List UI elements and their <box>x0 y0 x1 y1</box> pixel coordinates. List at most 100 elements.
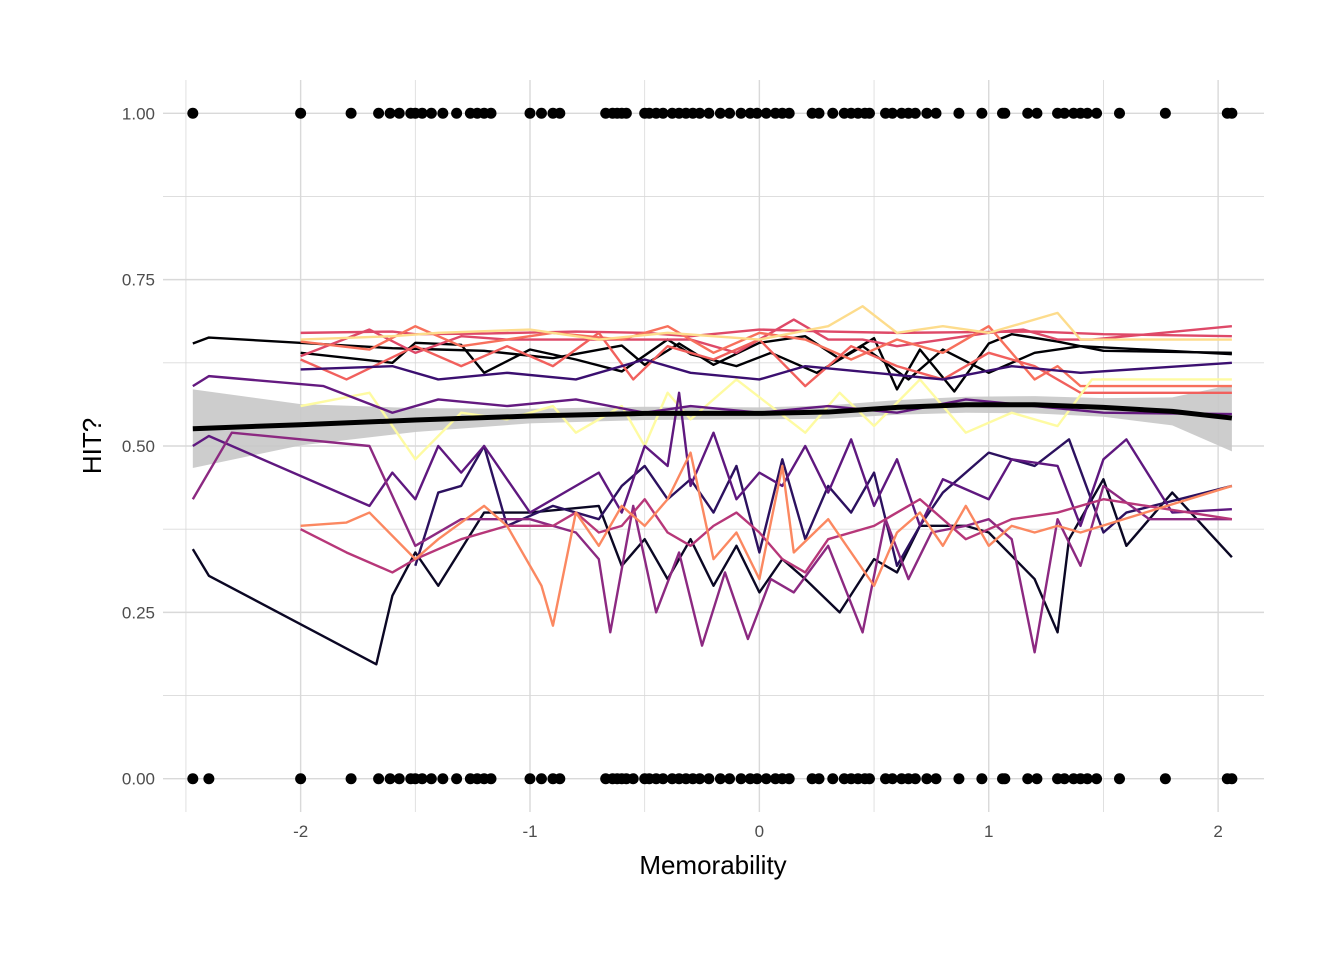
point-miss <box>554 773 566 785</box>
point-miss <box>751 773 763 785</box>
point-hit <box>909 107 921 119</box>
point-miss <box>657 773 669 785</box>
point-miss <box>373 773 385 785</box>
point-miss <box>1091 773 1103 785</box>
x-tick-label: 2 <box>1213 822 1222 841</box>
point-miss <box>627 773 639 785</box>
y-tick-label: 0.75 <box>122 271 155 290</box>
point-hit <box>295 107 307 119</box>
series-line-13 <box>192 391 1232 528</box>
series-line-15 <box>300 498 1233 574</box>
point-hit <box>827 107 839 119</box>
series-line-16 <box>300 451 1233 627</box>
point-hit <box>451 107 463 119</box>
point-hit <box>1226 107 1238 119</box>
point-hit <box>393 107 405 119</box>
point-hit <box>921 107 933 119</box>
point-hit <box>724 107 736 119</box>
point-hit <box>930 107 942 119</box>
series-line-9 <box>300 358 1232 381</box>
series-lines <box>191 305 1233 666</box>
point-miss <box>694 773 706 785</box>
point-hit <box>657 107 669 119</box>
point-hit <box>485 107 497 119</box>
point-hit <box>703 107 715 119</box>
point-hit <box>886 107 898 119</box>
point-hit <box>760 107 772 119</box>
y-tick-label: 0.50 <box>122 437 155 456</box>
point-hit <box>1159 107 1171 119</box>
point-hit <box>813 107 825 119</box>
point-miss <box>1226 773 1238 785</box>
point-miss <box>921 773 933 785</box>
point-hit <box>437 107 449 119</box>
point-hit <box>976 107 988 119</box>
series-line-6 <box>300 331 1232 394</box>
point-miss <box>187 773 199 785</box>
point-hit <box>425 107 437 119</box>
series-line-11 <box>191 478 1233 666</box>
point-hit <box>1081 107 1093 119</box>
series-line-5 <box>300 325 1232 388</box>
point-miss <box>1081 773 1093 785</box>
point-miss <box>451 773 463 785</box>
point-hit <box>1022 107 1034 119</box>
x-tick-label: -1 <box>522 822 537 841</box>
point-miss <box>714 773 726 785</box>
point-miss <box>703 773 715 785</box>
point-miss <box>760 773 772 785</box>
y-tick-label: 0.25 <box>122 603 155 622</box>
point-hit <box>953 107 965 119</box>
point-miss <box>735 773 747 785</box>
point-hit <box>373 107 385 119</box>
point-hit <box>783 107 795 119</box>
point-miss <box>1113 773 1125 785</box>
point-miss <box>813 773 825 785</box>
point-miss <box>535 773 547 785</box>
smooth-line <box>192 402 1233 432</box>
point-miss <box>999 773 1011 785</box>
point-miss <box>886 773 898 785</box>
point-hit <box>535 107 547 119</box>
point-miss <box>416 773 428 785</box>
point-miss <box>783 773 795 785</box>
point-hit <box>1113 107 1125 119</box>
y-tick-label: 0.00 <box>122 770 155 789</box>
point-hit <box>345 107 357 119</box>
point-hit <box>554 107 566 119</box>
point-hit <box>187 107 199 119</box>
point-miss <box>393 773 405 785</box>
point-miss <box>1058 773 1070 785</box>
point-hit <box>694 107 706 119</box>
point-miss <box>909 773 921 785</box>
point-miss <box>425 773 437 785</box>
point-miss <box>953 773 965 785</box>
point-miss <box>345 773 357 785</box>
point-miss <box>976 773 988 785</box>
point-hit <box>1058 107 1070 119</box>
point-hit <box>524 107 536 119</box>
y-tick-label: 1.00 <box>122 104 155 123</box>
series-line-14 <box>191 431 1232 654</box>
x-axis-tick-labels: -2 -1 0 1 2 <box>293 822 1223 841</box>
data-points <box>187 107 1238 785</box>
point-hit <box>751 107 763 119</box>
smooth-trend-line <box>192 402 1233 432</box>
y-axis-tick-labels: 0.00 0.25 0.50 0.75 1.00 <box>122 104 155 788</box>
point-hit <box>1031 107 1043 119</box>
point-hit <box>735 107 747 119</box>
point-miss <box>1159 773 1171 785</box>
point-miss <box>384 773 396 785</box>
point-miss <box>863 773 875 785</box>
x-tick-label: 0 <box>755 822 764 841</box>
point-hit <box>863 107 875 119</box>
point-miss <box>1031 773 1043 785</box>
series-line-8 <box>300 305 1232 341</box>
point-miss <box>827 773 839 785</box>
point-miss <box>930 773 942 785</box>
point-hit <box>384 107 396 119</box>
x-tick-label: 1 <box>984 822 993 841</box>
major-gridlines <box>163 80 1264 812</box>
point-miss <box>203 773 215 785</box>
